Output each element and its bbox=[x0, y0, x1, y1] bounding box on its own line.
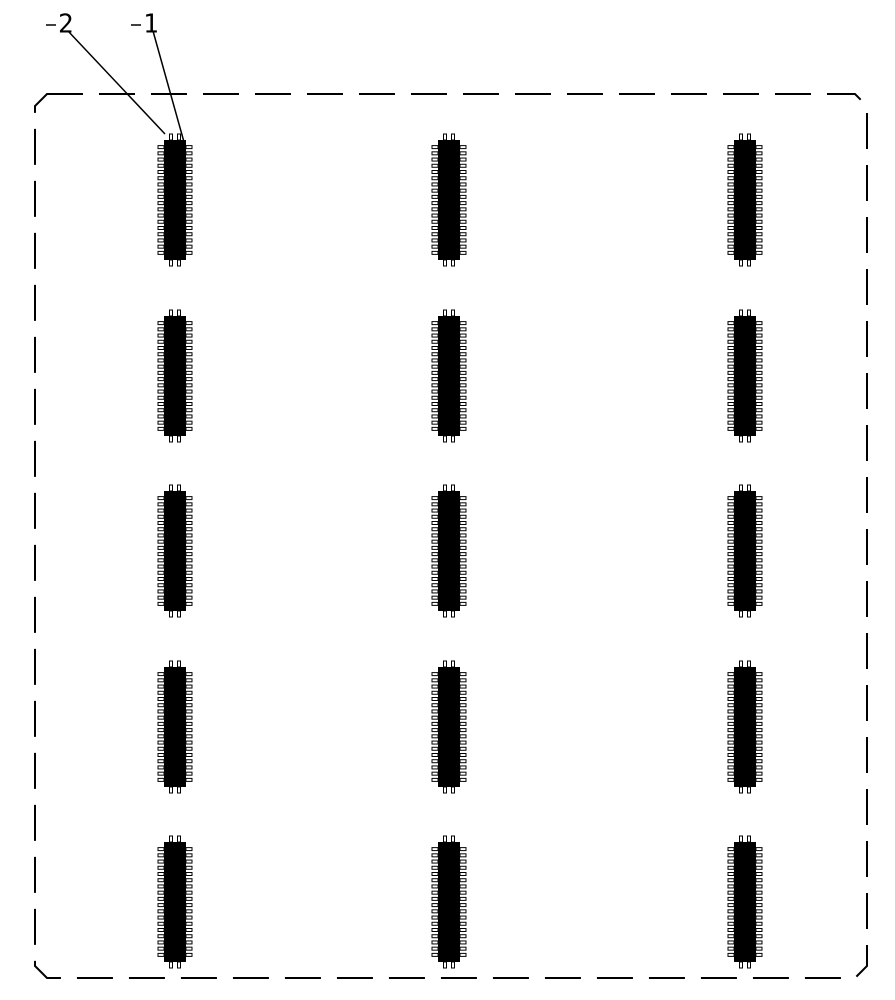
chip-instance bbox=[432, 134, 466, 266]
chip-instance bbox=[728, 836, 762, 968]
chip-instance bbox=[432, 661, 466, 793]
chip-instance bbox=[158, 310, 192, 442]
callout-1: 1 bbox=[143, 10, 159, 40]
chip-instance bbox=[158, 836, 192, 968]
chip-instance bbox=[728, 485, 762, 617]
chip-instance bbox=[728, 310, 762, 442]
callout-2-leader bbox=[68, 31, 165, 134]
chip-instance bbox=[728, 134, 762, 266]
chip-instance bbox=[432, 310, 466, 442]
chip-instance bbox=[432, 836, 466, 968]
chip-instance bbox=[158, 134, 192, 266]
chip-instance bbox=[158, 485, 192, 617]
chip-instance bbox=[158, 661, 192, 793]
chip-instance bbox=[728, 661, 762, 793]
chip-instance bbox=[432, 485, 466, 617]
callout-2: 2 bbox=[58, 10, 74, 40]
